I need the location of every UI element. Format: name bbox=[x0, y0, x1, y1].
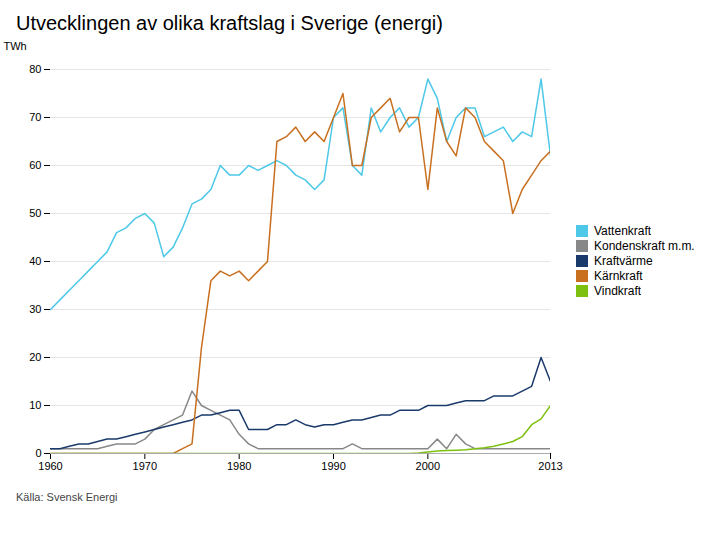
html-text:Vattenkraft: Vattenkraft bbox=[594, 223, 652, 238]
html-text:Källa: Svensk Energi: Källa: Svensk Energi bbox=[16, 491, 118, 503]
svg-text:1990: 1990 bbox=[321, 460, 345, 472]
html-text:Kraftvärme: Kraftvärme bbox=[594, 253, 653, 268]
html-text:Vindkraft: Vindkraft bbox=[594, 283, 642, 298]
svg-text:1980: 1980 bbox=[227, 460, 251, 472]
html-text:Kondenskraft m.m.: Kondenskraft m.m. bbox=[594, 238, 695, 253]
svg-text:50: 50 bbox=[29, 207, 41, 219]
html-text:Kärnkraft: Kärnkraft bbox=[594, 268, 643, 283]
html-text:Utvecklingen av olika kraftsla: Utvecklingen av olika kraftslag i Sverig… bbox=[16, 12, 443, 34]
svg-text:2000: 2000 bbox=[416, 460, 440, 472]
svg-text:10: 10 bbox=[29, 399, 41, 411]
svg-text:70: 70 bbox=[29, 111, 41, 123]
svg-text:60: 60 bbox=[29, 159, 41, 171]
svg-text:1970: 1970 bbox=[133, 460, 157, 472]
svg-text:20: 20 bbox=[29, 351, 41, 363]
svg-text:TWh: TWh bbox=[4, 40, 27, 52]
svg-text:80: 80 bbox=[29, 63, 41, 75]
svg-text:30: 30 bbox=[29, 303, 41, 315]
svg-text:40: 40 bbox=[29, 255, 41, 267]
svg-text:2013: 2013 bbox=[538, 460, 562, 472]
svg-text:0: 0 bbox=[35, 447, 41, 459]
svg-text:1960: 1960 bbox=[38, 460, 62, 472]
